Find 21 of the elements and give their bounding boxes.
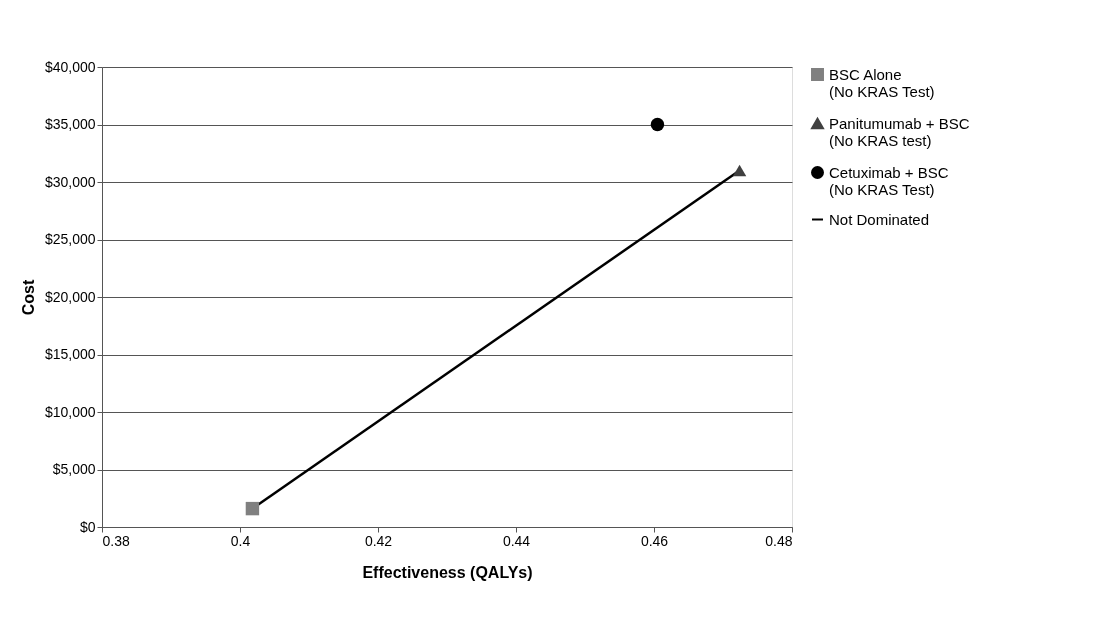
x-tick-label: 0.48 xyxy=(765,532,793,549)
legend-label: Not Dominated xyxy=(829,210,930,228)
y-tick-label: $25,000 xyxy=(44,231,96,247)
x-tick-label: 0.44 xyxy=(502,532,531,549)
legend-label: Cetuximab + BSC (No KRAS Test) xyxy=(829,163,949,198)
y-tick-label: $5,000 xyxy=(52,461,96,477)
y-tick-label: $35,000 xyxy=(44,116,96,132)
y-axis-title: Cost xyxy=(19,279,37,316)
y-tick-label: $20,000 xyxy=(44,288,96,305)
x-tick-label: 0.46 xyxy=(640,532,669,549)
y-tick-label: $30,000 xyxy=(44,173,96,190)
y-tick-label: $15,000 xyxy=(44,346,96,362)
legend-label: Panitumumab + BSC (No KRAS test) xyxy=(829,114,970,149)
legend-label: BSC Alone (No KRAS Test) xyxy=(829,65,935,100)
y-tick-label: $0 xyxy=(79,518,96,535)
x-axis-title: Effectiveness (QALYs) xyxy=(362,563,533,581)
x-tick-label: 0.38 xyxy=(102,532,130,549)
x-tick-label: 0.4 xyxy=(230,532,251,549)
y-tick-label: $10,000 xyxy=(44,403,96,420)
x-tick-label: 0.42 xyxy=(364,532,393,549)
y-tick-label: $40,000 xyxy=(44,58,96,75)
